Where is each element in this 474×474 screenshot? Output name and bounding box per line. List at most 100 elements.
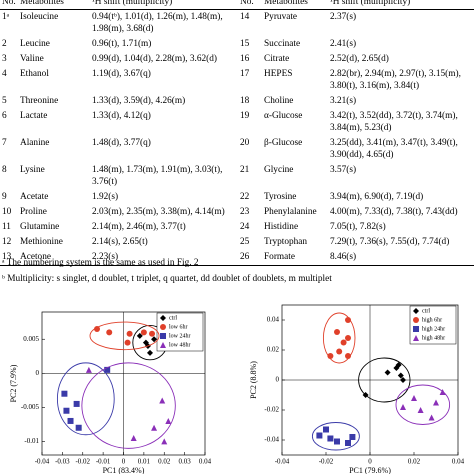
point: [159, 397, 166, 404]
table-cell: 2.41(s): [330, 39, 357, 49]
x-tick-label: 0.01: [138, 458, 151, 466]
table-cell: Valine: [20, 54, 44, 64]
point: [75, 424, 82, 431]
table-cell: Phenylalanine: [264, 207, 317, 217]
point: [411, 395, 417, 401]
x-tick-label: -0.01: [96, 458, 111, 466]
group-ellipse: [322, 312, 356, 364]
table-cell: 10: [2, 207, 12, 217]
table-cell: 1.33(d), 4.12(q): [92, 111, 151, 121]
table-cell: Succinate: [264, 39, 301, 49]
table-cell: Glycine: [264, 165, 294, 175]
legend-label: high 24hr: [422, 326, 445, 332]
point: [151, 424, 158, 431]
point: [149, 330, 156, 337]
legend-box: [156, 312, 204, 352]
table-cell: Methionine: [20, 237, 63, 247]
footnote: ᵇ Multiplicity: s singlet, d doublet, t …: [2, 274, 332, 284]
x-tick-label: 0: [122, 458, 126, 466]
header-cell: No.: [0, 0, 18, 10]
table-cell: 17: [240, 69, 250, 79]
table-cell: 7.29(t), 7.36(s), 7.55(d), 7.74(d): [330, 237, 450, 247]
legend-label: low 48hr: [169, 342, 191, 348]
table-row: 9 Acetate 1.92(s) 22 Tyrosine 3.94(m), 6.90(d…: [0, 190, 474, 205]
table-cell: Glutamine: [20, 222, 60, 232]
point: [327, 353, 334, 359]
x-tick-label: 0.02: [158, 458, 171, 466]
point: [94, 326, 101, 333]
table-cell: Threonine: [20, 96, 59, 106]
table-cell: 20: [240, 138, 250, 148]
table-row: 8 Lysine 1.48(m), 1.73(m), 1.91(m), 3.03(t…: [0, 163, 474, 190]
table-row: 4 Ethanol 1.19(d), 3.67(q) 17 HEPES 2.82(br),…: [0, 67, 474, 94]
legend-marker: [160, 324, 166, 330]
point: [345, 440, 351, 446]
point: [126, 330, 133, 337]
legend-marker: [160, 342, 166, 348]
table-cell: 3: [2, 54, 7, 64]
point: [151, 336, 158, 343]
table-cell: 7.05(t), 7.82(s): [330, 222, 386, 232]
x-tick-label: 0: [368, 458, 372, 466]
legend-label: low 24hr: [169, 333, 191, 339]
table-row: 6 Lactate 1.33(d), 4.12(q) 19 α-Glucose 3.42(…: [0, 109, 474, 136]
x-tick-label: 0.04: [452, 458, 465, 466]
point: [323, 426, 329, 433]
point: [146, 349, 153, 356]
table-cell: 1.19(d), 3.67(q): [92, 69, 151, 79]
table-cell: 2.37(s): [330, 12, 357, 22]
table-cell: 26: [238, 250, 262, 266]
score-plots: -0.04 -0.03 -0.02 -0.01 0 0.01 0.02 0.03 0.04 -0.…: [9, 304, 465, 474]
table-cell: 9: [2, 192, 7, 202]
group-ellipse: [56, 362, 115, 436]
point: [165, 417, 172, 424]
table-cell: 1.33(d), 3.59(d), 4.26(m): [92, 96, 186, 106]
point: [142, 339, 149, 346]
table-cell: 2.14(m), 2.46(m), 3.77(t): [92, 222, 186, 232]
table-cell: 8: [2, 165, 7, 175]
point: [104, 366, 111, 373]
group-ellipse: [89, 321, 160, 351]
table-cell: 19: [240, 111, 250, 121]
table-cell: 2.52(d), 2.65(d): [330, 54, 389, 64]
table-cell: 2.03(m), 2.35(m), 3.38(m), 4.14(m): [92, 207, 225, 217]
group-ellipse: [395, 384, 451, 425]
legend-marker: [160, 333, 166, 339]
x-axis-label: PC1 (79.6%): [349, 466, 391, 474]
table-row: 10 Proline 2.03(m), 2.35(m), 3.38(m), 4.14…: [0, 205, 474, 220]
y-tick-label: -0.01: [24, 437, 39, 445]
header-cell: Metabolites: [18, 0, 90, 10]
table-cell: 1.48(m), 1.73(m), 1.91(m), 3.03(t), 3.76…: [92, 165, 223, 187]
footnote: ᵃ The numbering system is the same as us…: [2, 258, 199, 268]
point: [428, 414, 435, 421]
point: [384, 369, 391, 376]
table-cell: 22: [240, 192, 250, 202]
table-row: 1ᵃ Isoleucine 0.94(tᵇ), 1.01(d), 1.26(m), …: [0, 10, 474, 38]
x-tick-label: 0.02: [408, 458, 421, 466]
table-cell: 16: [240, 54, 250, 64]
x-axis-label: PC1 (83.4%): [103, 466, 145, 474]
y-axis-label: PC2 (7.9%): [9, 364, 18, 402]
table-cell: Isoleucine: [20, 12, 59, 22]
point: [336, 348, 343, 355]
legend-marker: [413, 317, 419, 323]
table-cell: Acetone: [18, 250, 90, 266]
table-row: 2 Leucine 0.96(t), 1.71(m) 15 Succinate 2.41(…: [0, 37, 474, 52]
group-ellipse: [311, 422, 360, 451]
table-cell: 3.25(dd), 3.41(m), 3.47(t), 3.49(t), 3.9…: [330, 138, 458, 160]
point: [73, 400, 80, 407]
point: [61, 390, 68, 397]
group-ellipse: [358, 357, 411, 403]
legend-marker: [413, 308, 419, 314]
table-cell: 25: [240, 237, 250, 247]
header-cell: No.: [238, 0, 262, 10]
table-cell: 3.57(s): [330, 165, 357, 175]
point: [327, 435, 334, 442]
header-cell: ¹H shift (multiplicity): [90, 0, 238, 10]
x-tick-label: -0.04: [275, 458, 290, 466]
group-ellipse: [81, 362, 176, 449]
table-cell: Proline: [20, 207, 47, 217]
point: [362, 392, 369, 398]
y-tick-label: 0.005: [23, 335, 39, 343]
table-row: 3 Valine 0.99(d), 1.04(d), 2.28(m), 3.62(d…: [0, 52, 474, 67]
